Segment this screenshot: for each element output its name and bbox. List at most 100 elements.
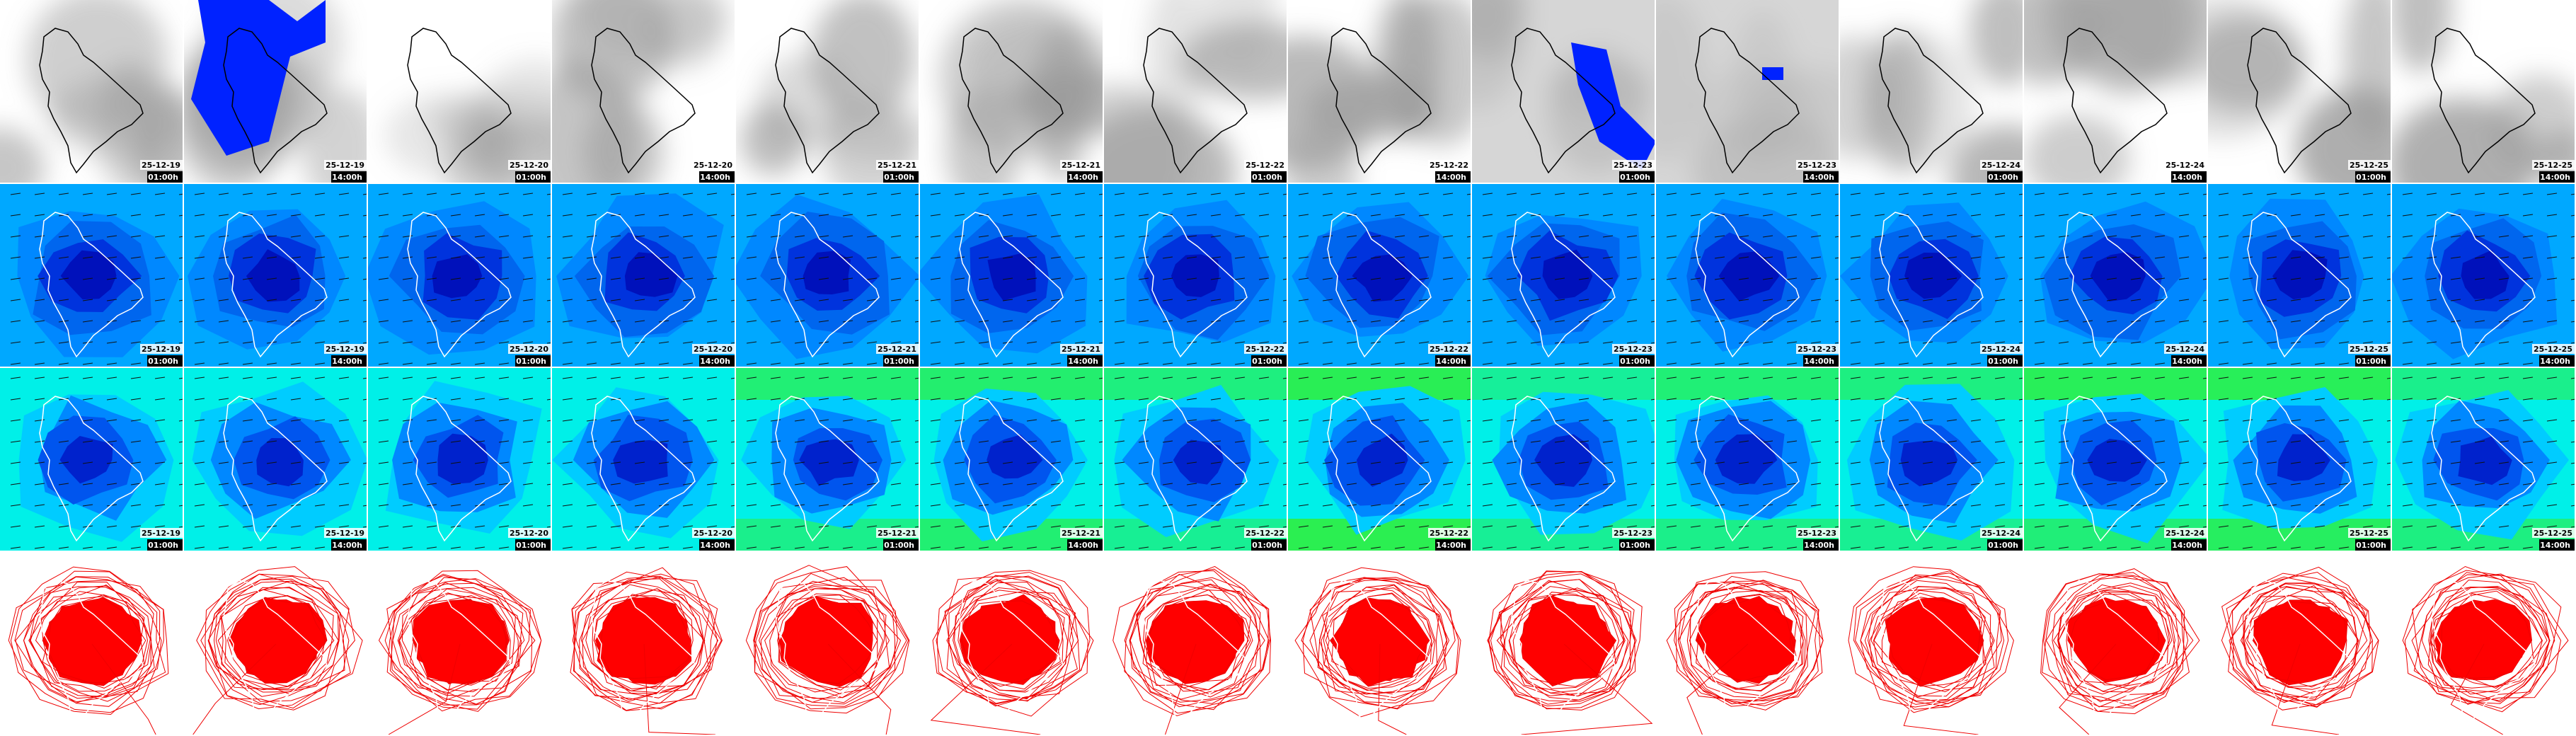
wind-barb bbox=[1810, 398, 1822, 401]
wind-barb bbox=[1210, 214, 1221, 217]
wind-barb bbox=[290, 546, 301, 549]
track-contour bbox=[413, 595, 511, 691]
date-box bbox=[1428, 160, 1471, 170]
wind-barb bbox=[2034, 235, 2045, 238]
wind-barb bbox=[546, 483, 551, 485]
wind-barb bbox=[1834, 398, 1839, 401]
frame-date: 25-12-24 bbox=[1982, 161, 2020, 170]
wind-barb bbox=[1922, 483, 1933, 485]
frame-date: 25-12-21 bbox=[1062, 529, 1100, 538]
band bbox=[736, 368, 919, 400]
wind-barb bbox=[522, 320, 534, 323]
wind-barb bbox=[706, 525, 718, 528]
wind-barb bbox=[378, 341, 389, 344]
wind-barb bbox=[562, 235, 573, 238]
wind-barb bbox=[2314, 525, 2325, 528]
track-line bbox=[1378, 643, 1407, 735]
wind-barb bbox=[1050, 277, 1062, 280]
wind-barb bbox=[338, 525, 350, 528]
wind-barb bbox=[1482, 277, 1493, 280]
wind-barb bbox=[794, 546, 805, 549]
wind-barb bbox=[1850, 320, 1861, 323]
wind-barb bbox=[1074, 192, 1086, 195]
wind-barb bbox=[1026, 256, 1037, 259]
wind-barb bbox=[1370, 192, 1381, 195]
wind-contour bbox=[799, 439, 859, 486]
wind-barb bbox=[426, 376, 437, 379]
wind-barb bbox=[1394, 440, 1405, 443]
wind-barb bbox=[794, 341, 805, 344]
wind-contour bbox=[60, 250, 117, 300]
wind-barb bbox=[1442, 320, 1454, 323]
frame-time: 01:00h bbox=[1620, 357, 1650, 366]
wind-barb bbox=[314, 440, 326, 443]
wind-barb bbox=[154, 192, 166, 195]
wind-barb bbox=[2266, 483, 2277, 485]
wind-barb bbox=[1810, 483, 1822, 485]
wind-barb bbox=[1810, 320, 1822, 323]
wind-barb bbox=[546, 398, 551, 401]
date-box bbox=[1244, 344, 1287, 354]
date-box bbox=[140, 160, 183, 170]
wind-barb bbox=[1578, 277, 1589, 280]
wind-barb bbox=[954, 504, 965, 507]
wind-barb bbox=[2522, 546, 2534, 549]
time-box bbox=[1067, 171, 1103, 183]
wind-barb bbox=[1714, 299, 1725, 301]
time-box bbox=[2539, 171, 2575, 183]
wind-barb bbox=[1370, 504, 1381, 507]
wind-barb bbox=[1738, 546, 1749, 549]
wind-barb bbox=[890, 299, 902, 301]
wind-barb bbox=[362, 505, 367, 507]
wind-barb bbox=[562, 341, 573, 344]
wind-barb bbox=[1810, 214, 1822, 217]
wind-barb bbox=[1738, 362, 1749, 365]
wind-barb bbox=[866, 398, 878, 401]
track-contour bbox=[1129, 573, 1261, 708]
wind-barb bbox=[866, 461, 878, 464]
wind-barb bbox=[362, 321, 367, 323]
wind-barb bbox=[2242, 235, 2253, 238]
wind-barb bbox=[1298, 299, 1309, 301]
wind-barb bbox=[1322, 419, 1333, 422]
time-box bbox=[515, 355, 551, 367]
date-box bbox=[2348, 344, 2391, 354]
wind-barb bbox=[10, 504, 21, 507]
wind-barb bbox=[1850, 256, 1861, 259]
wind-barb bbox=[1530, 546, 1541, 549]
wind-barb bbox=[2362, 461, 2374, 464]
cloud bbox=[552, 0, 674, 104]
time-box bbox=[1619, 355, 1655, 367]
wind-barb bbox=[682, 440, 694, 443]
wind-barb bbox=[978, 376, 989, 379]
wind-barb bbox=[634, 376, 645, 379]
wind-barb bbox=[194, 398, 205, 401]
time-box bbox=[2355, 171, 2391, 183]
wind-barb bbox=[106, 440, 117, 443]
wind-barb bbox=[82, 320, 93, 323]
wind-barb bbox=[1418, 440, 1430, 443]
wind-barb bbox=[2034, 192, 2045, 195]
wind-barb bbox=[2450, 546, 2461, 549]
wind-barb bbox=[2218, 362, 2229, 365]
wind-barb bbox=[1850, 419, 1861, 422]
wind-barb bbox=[866, 277, 878, 280]
wind-barb bbox=[1970, 461, 1982, 464]
wind-barb bbox=[866, 525, 878, 528]
wind-barb bbox=[1810, 299, 1822, 301]
wind-barb bbox=[1442, 376, 1454, 379]
cloud-cover bbox=[2024, 0, 2207, 183]
wind-barb bbox=[2498, 419, 2509, 422]
wind-barb bbox=[634, 440, 645, 443]
wind-barb bbox=[2522, 256, 2534, 259]
wind-barb bbox=[218, 192, 229, 195]
wind-barb bbox=[2034, 419, 2045, 422]
wind-barb bbox=[1466, 236, 1471, 238]
wind-barb bbox=[1026, 320, 1037, 323]
wind-barb bbox=[1834, 377, 1839, 379]
wind-barb bbox=[242, 440, 253, 443]
wind-barb bbox=[1970, 320, 1982, 323]
wind-barb bbox=[242, 235, 253, 238]
